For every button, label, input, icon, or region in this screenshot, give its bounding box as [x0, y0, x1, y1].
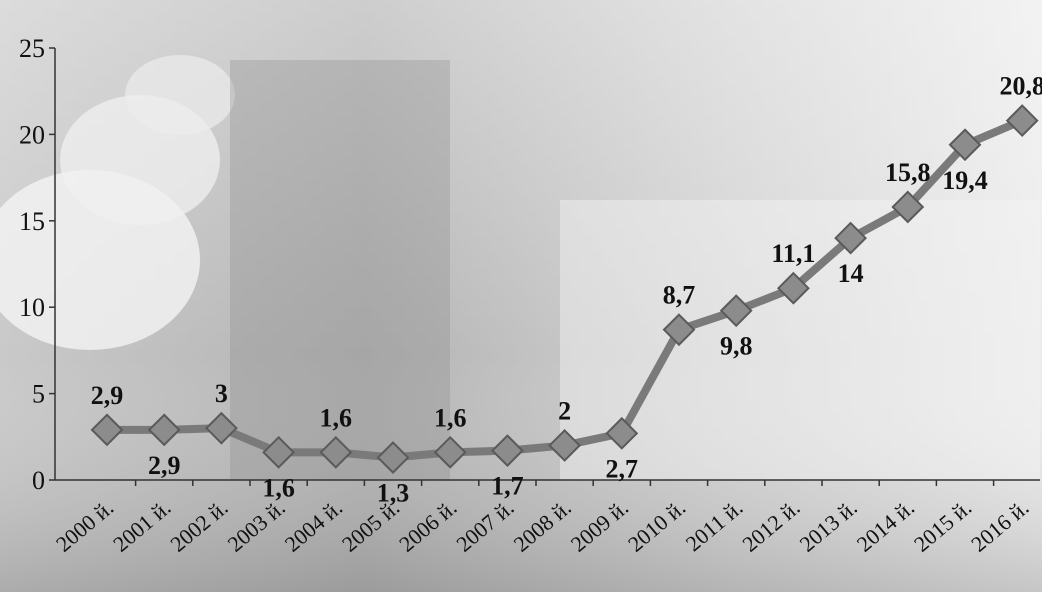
y-tick-label: 10 — [19, 293, 45, 322]
data-label: 15,8 — [885, 158, 931, 187]
data-point-marker — [891, 190, 925, 224]
data-point-marker — [548, 429, 582, 462]
y-tick-label: 5 — [32, 380, 45, 409]
data-label: 2,9 — [91, 381, 124, 410]
data-point-marker — [662, 313, 696, 347]
data-label: 1,3 — [377, 479, 410, 508]
data-point-marker — [605, 416, 639, 450]
y-tick-label: 25 — [19, 34, 45, 63]
data-label: 19,4 — [942, 166, 988, 195]
data-point-marker — [719, 294, 753, 328]
data-label: 2,9 — [148, 451, 181, 480]
data-label: 1,6 — [320, 403, 353, 432]
data-labels: 2,9 2,9 3 1,6 1,6 1,3 1,6 1,7 2 2,7 8,7 9,8 11,1 14 15… — [91, 72, 1042, 508]
y-axis-ticks: 0 5 10 15 20 25 — [19, 34, 55, 495]
data-label: 11,1 — [771, 239, 815, 268]
y-tick-label: 20 — [19, 120, 45, 149]
data-label: 20,8 — [999, 72, 1042, 101]
data-label: 14 — [838, 259, 864, 288]
data-point-marker — [319, 435, 353, 469]
data-label: 2 — [558, 396, 571, 425]
data-label: 1,7 — [491, 472, 524, 501]
data-point-marker — [433, 435, 467, 469]
data-point-marker — [490, 434, 524, 468]
data-point-marker — [1005, 104, 1039, 137]
data-point-marker — [90, 413, 124, 447]
axes — [54, 48, 1040, 481]
data-point-marker — [262, 435, 296, 469]
data-label: 3 — [215, 379, 228, 408]
data-point-marker — [948, 128, 982, 162]
data-point-marker — [376, 441, 410, 474]
data-label: 1,6 — [262, 473, 295, 502]
data-point-marker — [776, 271, 810, 305]
data-point-marker — [834, 221, 868, 255]
data-point-marker — [204, 411, 238, 445]
data-label: 1,6 — [434, 403, 467, 432]
data-label: 9,8 — [720, 332, 753, 361]
data-label: 2,7 — [606, 454, 639, 483]
data-point-marker — [147, 413, 181, 447]
y-tick-label: 0 — [32, 466, 45, 495]
y-tick-label: 15 — [19, 207, 45, 236]
data-label: 8,7 — [663, 281, 696, 310]
data-markers — [90, 104, 1039, 474]
